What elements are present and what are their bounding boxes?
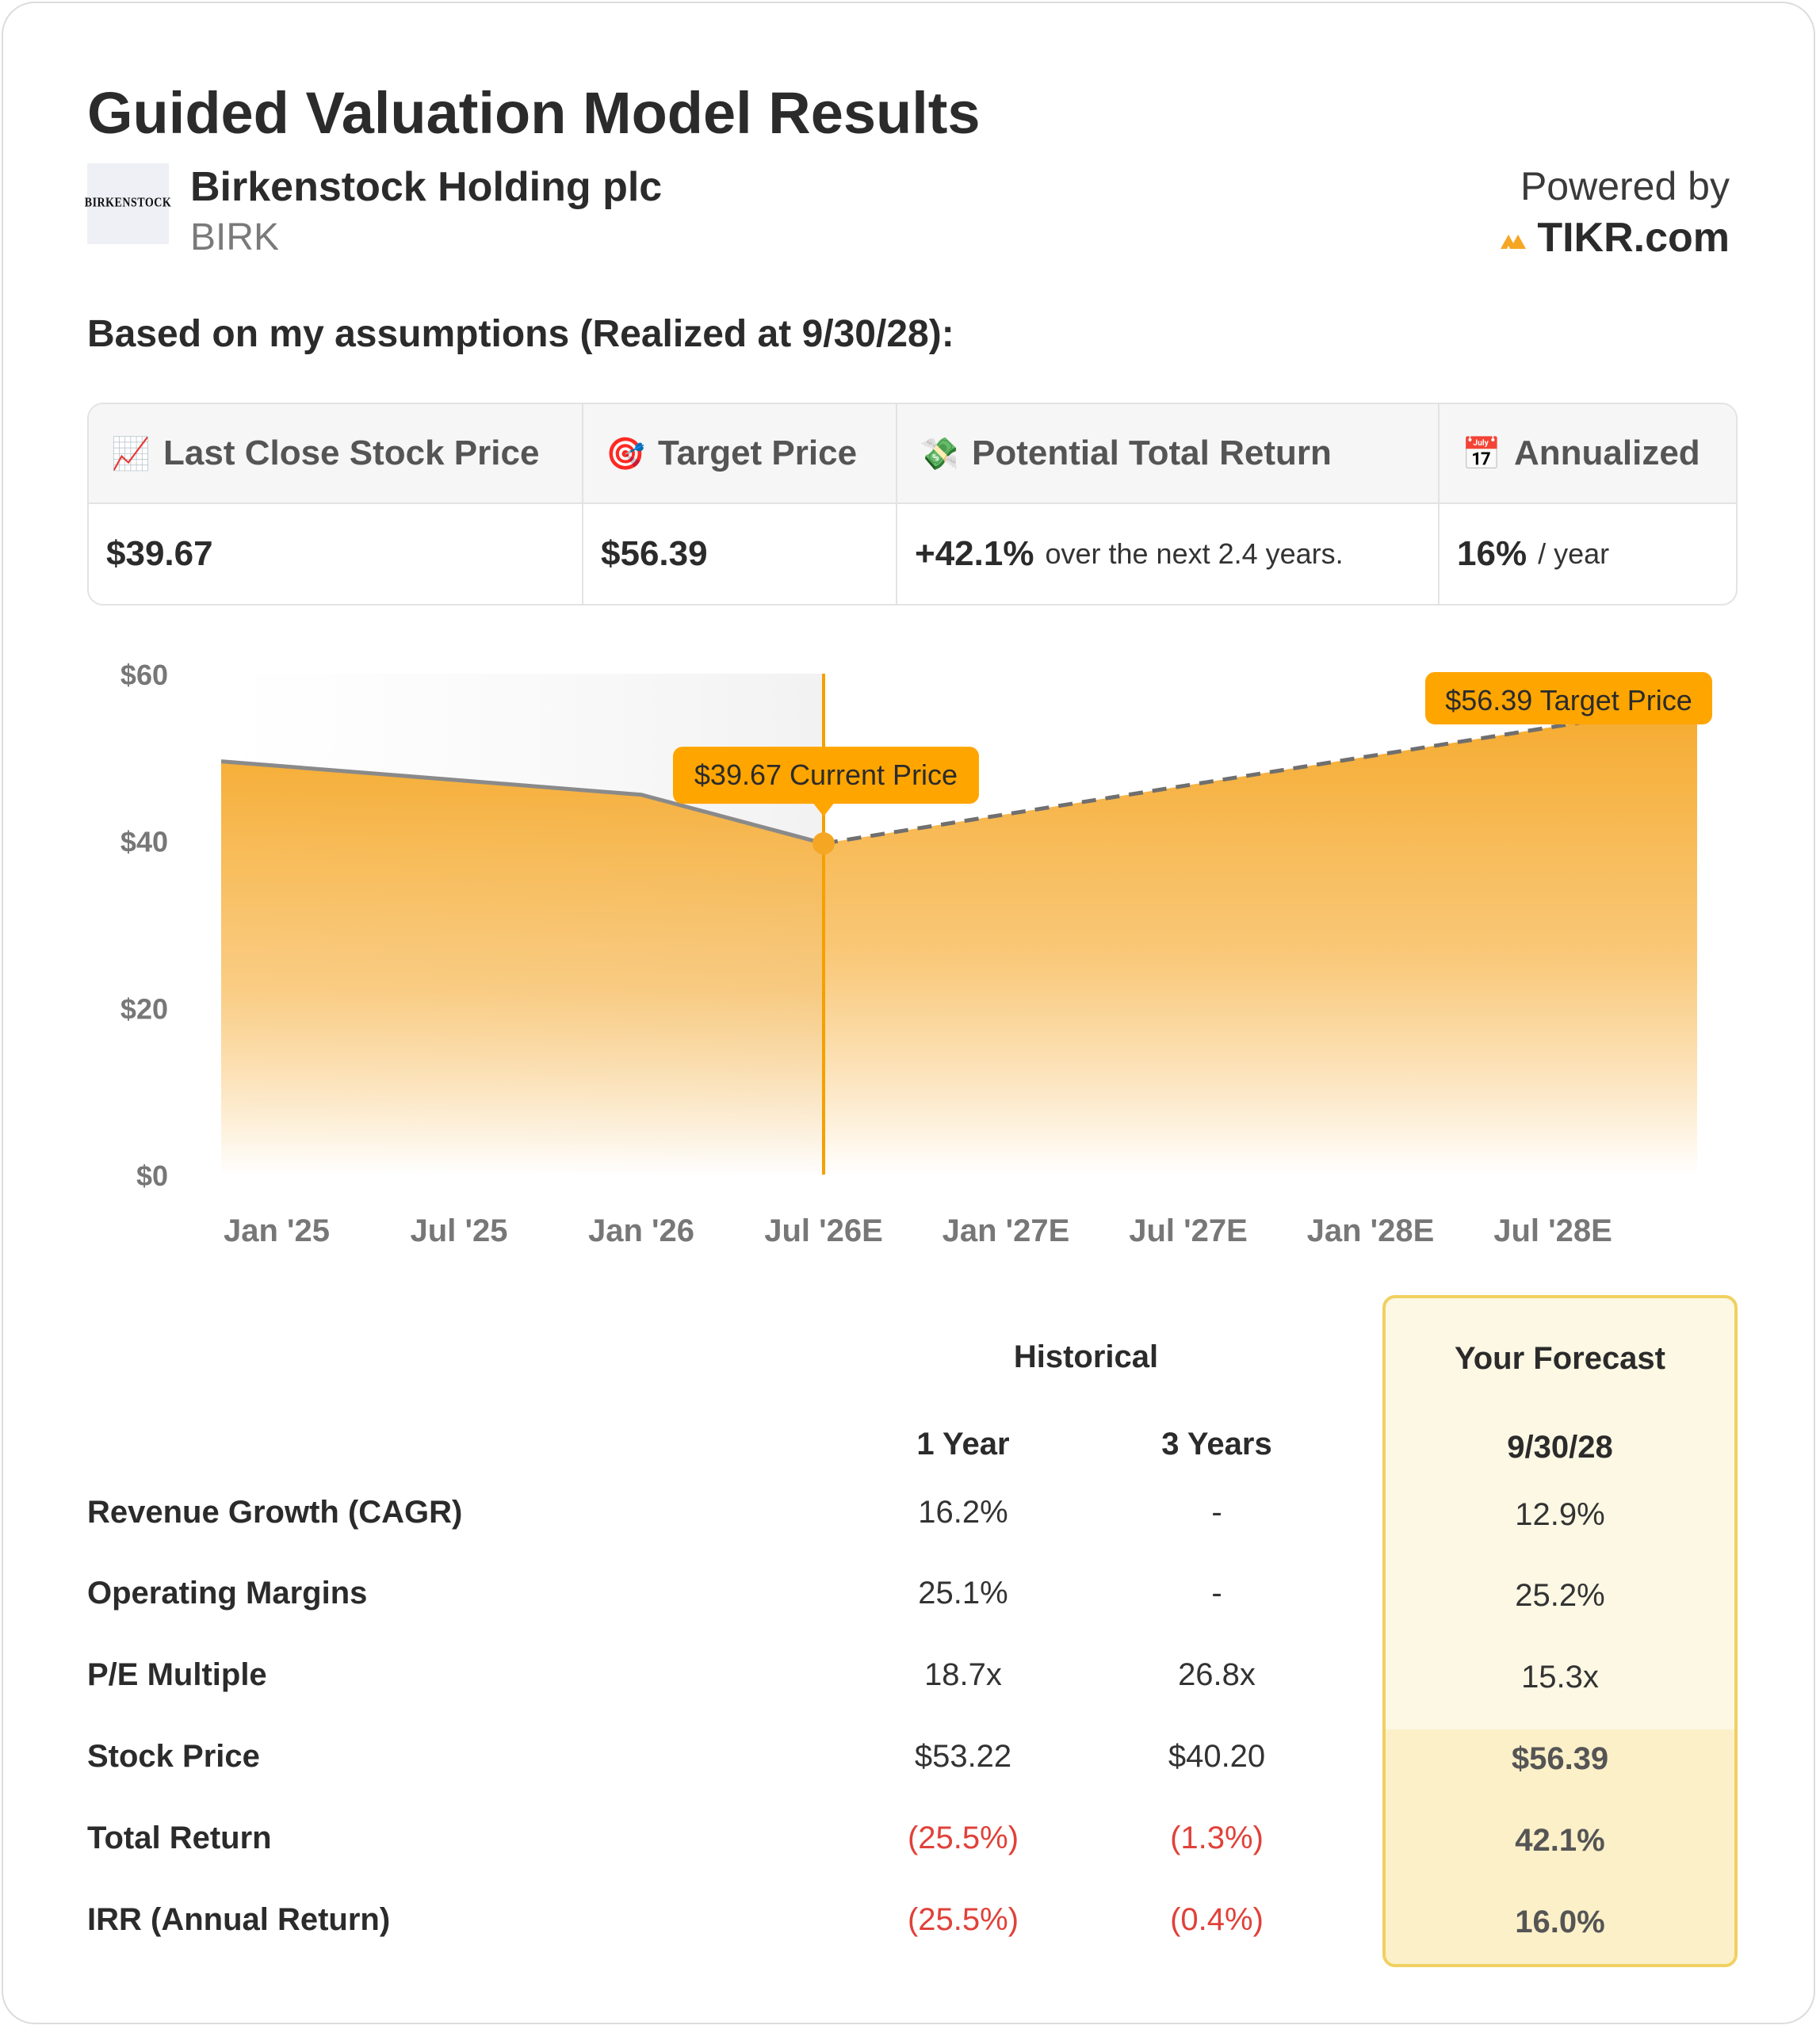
y-tick-label: $60 (120, 659, 168, 691)
metric-annualized: 📅 Annualized 16% / year (1440, 404, 1736, 604)
cell-1-year: (25.5%) (907, 1902, 1019, 1937)
cell-3-years: $40.20 (1168, 1739, 1266, 1774)
cell-forecast: 25.2% (1515, 1578, 1605, 1613)
powered-by-label: Powered by (1520, 164, 1730, 208)
assumption-heading: Based on my assumptions (Realized at 9/3… (87, 313, 954, 355)
column-header-1-year: 1 Year (916, 1427, 1010, 1462)
metric-value: $56.39 (601, 534, 708, 573)
x-tick-label: Jan '25 (224, 1213, 330, 1248)
target-price-label: $56.39 Target Price (1445, 684, 1692, 716)
cell-forecast: 42.1% (1515, 1823, 1605, 1858)
cell-3-years: (1.3%) (1170, 1821, 1264, 1855)
historical-header: Historical (1013, 1339, 1159, 1374)
row-label: Revenue Growth (CAGR) (87, 1495, 463, 1530)
y-tick-label: $20 (120, 992, 168, 1025)
target-icon: 🎯 (606, 436, 645, 472)
cell-3-years: - (1211, 1495, 1222, 1530)
metric-label: Last Close Stock Price (163, 434, 540, 472)
current-price-label: $39.67 Current Price (694, 758, 958, 791)
x-tick-label: Jan '26 (588, 1213, 694, 1248)
metric-total-return: 💸 Potential Total Return +42.1% over the n… (897, 404, 1440, 604)
forecast-area (824, 674, 1697, 1175)
row-label: Stock Price (87, 1739, 260, 1774)
cell-1-year: 25.1% (918, 1576, 1008, 1611)
current-price-label-bg (673, 747, 979, 804)
company-name: Birkenstock Holding plc (190, 164, 663, 210)
metric-subtext: / year (1538, 537, 1610, 570)
row-label: IRR (Annual Return) (87, 1902, 391, 1937)
target-price-label-bg (1425, 672, 1712, 724)
cell-1-year: $53.22 (914, 1739, 1012, 1774)
money-wings-icon: 💸 (920, 436, 959, 472)
x-tick-label: Jan '28E (1307, 1213, 1435, 1248)
metric-value: $39.67 (106, 534, 213, 573)
company-logo-text: BIRKENSTOCK (84, 196, 172, 211)
x-tick-label: Jan '27E (942, 1213, 1070, 1248)
cell-forecast: 12.9% (1515, 1497, 1605, 1532)
row-label: P/E Multiple (87, 1657, 267, 1692)
price-chart: $0 $20 $40 $60 Jan '25 Jul '25 Jan '26 Jul '26E… (120, 659, 1712, 1248)
calendar-icon: 📅 (1462, 436, 1501, 472)
tikr-brand[interactable]: TIKR.com (1499, 214, 1730, 262)
metric-label: Potential Total Return (972, 434, 1332, 472)
tikr-brand-text: TIKR.com (1537, 215, 1730, 261)
current-price-marker (812, 832, 835, 855)
page-title: Guided Valuation Model Results (87, 80, 981, 146)
row-label: Total Return (87, 1821, 272, 1855)
company-ticker: BIRK (190, 216, 280, 258)
column-header-3-years: 3 Years (1161, 1427, 1272, 1462)
cell-3-years: (0.4%) (1170, 1902, 1264, 1937)
metrics-table: 📈 Last Close Stock Price $39.67 🎯 Target P… (87, 403, 1738, 606)
metric-label: Target Price (658, 434, 858, 472)
x-tick-label: Jul '26E (764, 1213, 883, 1248)
y-tick-label: $40 (120, 826, 168, 858)
historical-area (221, 761, 824, 1175)
cell-1-year: 18.7x (924, 1657, 1002, 1692)
y-tick-label: $0 (136, 1160, 168, 1192)
metric-value: 16% (1457, 534, 1528, 573)
cell-forecast: $56.39 (1511, 1741, 1609, 1776)
historical-line (220, 759, 824, 846)
forecast-column-highlight (1382, 1295, 1738, 1967)
metric-label: Annualized (1514, 434, 1700, 472)
x-tick-label: Jul '27E (1129, 1213, 1248, 1248)
chart-increasing-icon: 📈 (111, 436, 151, 472)
metric-value: +42.1% (915, 534, 1034, 573)
x-tick-label: Jul '25 (411, 1213, 508, 1248)
metric-last-close: 📈 Last Close Stock Price $39.67 (89, 404, 583, 604)
column-header-forecast-date: 9/30/28 (1507, 1430, 1613, 1465)
metric-subtext: over the next 2.4 years. (1045, 537, 1344, 570)
company-logo: BIRKENSTOCK (84, 163, 172, 244)
cell-forecast: 15.3x (1521, 1660, 1599, 1695)
row-label: Operating Margins (87, 1576, 368, 1611)
cell-1-year: (25.5%) (907, 1821, 1019, 1855)
current-price-label-pointer (812, 802, 835, 817)
comparison-table: Historical Your Forecast 1 Year 3 Years … (3, 1287, 1820, 2000)
cell-1-year: 16.2% (918, 1495, 1008, 1530)
cell-forecast: 16.0% (1515, 1905, 1605, 1939)
metric-target-price: 🎯 Target Price $56.39 (583, 404, 897, 604)
cell-3-years: 26.8x (1178, 1657, 1256, 1692)
cell-3-years: - (1211, 1576, 1222, 1611)
forecast-line (823, 701, 1698, 846)
forecast-header: Your Forecast (1455, 1341, 1665, 1376)
tikr-logo-icon (1501, 235, 1527, 249)
x-tick-label: Jul '28E (1493, 1213, 1612, 1248)
